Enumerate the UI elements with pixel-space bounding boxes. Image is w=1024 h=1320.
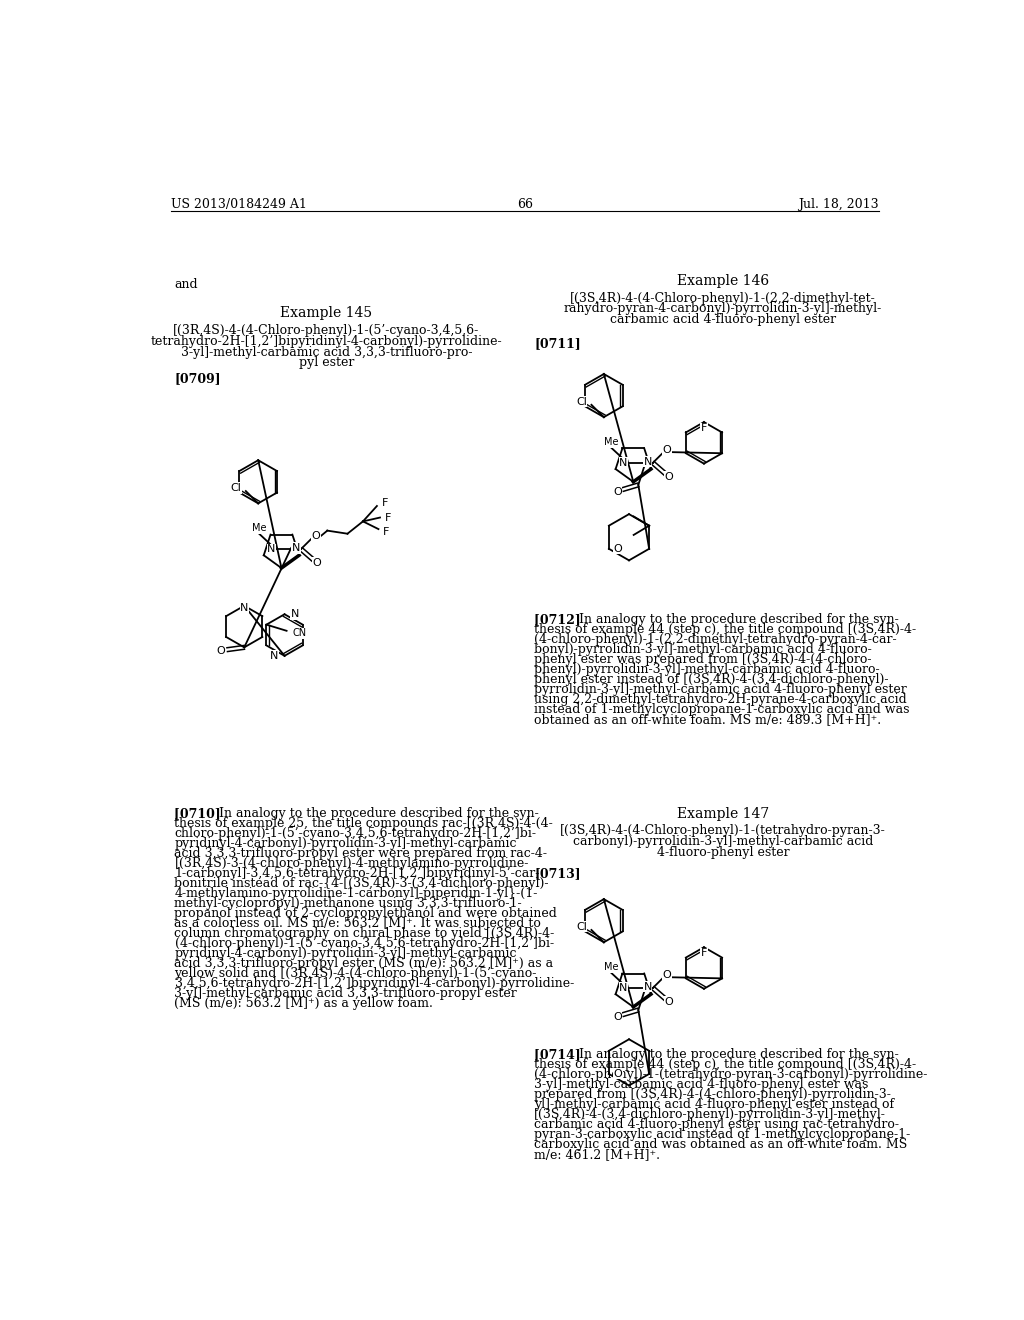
Text: O: O [613, 1012, 622, 1022]
Text: (4-chloro-phenyl)-1-(2,2-dimethyl-tetrahydro-pyran-4-car-: (4-chloro-phenyl)-1-(2,2-dimethyl-tetrah… [535, 632, 897, 645]
Text: CN: CN [293, 628, 307, 638]
Text: O: O [663, 445, 671, 455]
Text: Cl: Cl [575, 397, 587, 407]
Text: instead of 1-methylcyclopropane-1-carboxylic acid and was: instead of 1-methylcyclopropane-1-carbox… [535, 702, 909, 715]
Text: Example 145: Example 145 [281, 306, 373, 321]
Text: 3-yl]-methyl-carbamic acid 3,3,3-trifluoro-propyl ester: 3-yl]-methyl-carbamic acid 3,3,3-trifluo… [174, 987, 517, 1001]
Text: O: O [665, 471, 674, 482]
Text: propanol instead of 2-cyclopropylethanol and were obtained: propanol instead of 2-cyclopropylethanol… [174, 907, 557, 920]
Text: pyrrolidin-3-yl]-methyl-carbamic acid 4-fluoro-phenyl ester: pyrrolidin-3-yl]-methyl-carbamic acid 4-… [535, 682, 907, 696]
Text: carboxylic acid and was obtained as an off-white foam. MS: carboxylic acid and was obtained as an o… [535, 1138, 907, 1151]
Text: and: and [174, 277, 198, 290]
Text: Me: Me [252, 523, 266, 533]
Text: In analogy to the procedure described for the syn-: In analogy to the procedure described fo… [219, 807, 540, 820]
Text: 3-yl]-methyl-carbamic acid 4-fluoro-phenyl ester was: 3-yl]-methyl-carbamic acid 4-fluoro-phen… [535, 1077, 868, 1090]
Text: N: N [620, 983, 628, 993]
Text: carbonyl)-pyrrolidin-3-yl]-methyl-carbamic acid: carbonyl)-pyrrolidin-3-yl]-methyl-carbam… [573, 836, 873, 849]
Text: Jul. 18, 2013: Jul. 18, 2013 [799, 198, 879, 211]
Text: thesis of example 44 (step c), the title compound [(3S,4R)-4-: thesis of example 44 (step c), the title… [535, 1057, 916, 1071]
Text: [0711]: [0711] [535, 337, 581, 350]
Text: 1-carbonyl]-3,4,5,6-tetrahydro-2H-[1,2’]bipyridinyl-5’-car-: 1-carbonyl]-3,4,5,6-tetrahydro-2H-[1,2’]… [174, 867, 540, 880]
Text: N: N [270, 651, 279, 661]
Text: F: F [700, 948, 708, 958]
Text: N: N [643, 982, 652, 991]
Text: In analogy to the procedure described for the syn-: In analogy to the procedure described fo… [579, 1048, 899, 1061]
Text: 4-methylamino-pyrrolidine-1-carbonyl]-piperidin-1-yl}-(1-: 4-methylamino-pyrrolidine-1-carbonyl]-pi… [174, 887, 538, 900]
Text: phenyl ester instead of [(3S,4R)-4-(3,4-dichloro-phenyl)-: phenyl ester instead of [(3S,4R)-4-(3,4-… [535, 673, 889, 686]
Text: O: O [665, 997, 674, 1007]
Text: carbamic acid 4-fluoro-phenyl ester using rac-tetrahydro-: carbamic acid 4-fluoro-phenyl ester usin… [535, 1118, 899, 1131]
Text: [0714]: [0714] [535, 1048, 593, 1061]
Text: m/e: 461.2 [M+H]⁺.: m/e: 461.2 [M+H]⁺. [535, 1148, 660, 1160]
Text: pyran-3-carboxylic acid instead of 1-methylcyclopropane-1-: pyran-3-carboxylic acid instead of 1-met… [535, 1127, 910, 1140]
Text: N: N [267, 544, 275, 554]
Text: Example 147: Example 147 [677, 807, 769, 821]
Text: Cl: Cl [575, 921, 587, 932]
Text: acid 3,3,3-trifluoro-propyl ester (MS (m/e): 563.2 [M]⁺) as a: acid 3,3,3-trifluoro-propyl ester (MS (m… [174, 957, 554, 970]
Text: pyridinyl-4-carbonyl)-pyrrolidin-3-yl]-methyl-carbamic: pyridinyl-4-carbonyl)-pyrrolidin-3-yl]-m… [174, 837, 517, 850]
Text: 4-fluoro-phenyl ester: 4-fluoro-phenyl ester [656, 846, 790, 859]
Text: F: F [383, 527, 389, 537]
Text: methyl-cyclopropyl)-methanone using 3,3,3-trifluoro-1-: methyl-cyclopropyl)-methanone using 3,3,… [174, 896, 522, 909]
Text: Me: Me [604, 437, 618, 447]
Text: bonyl)-pyrrolidin-3-yl]-methyl-carbamic acid 4-fluoro-: bonyl)-pyrrolidin-3-yl]-methyl-carbamic … [535, 643, 871, 656]
Text: (MS (m/e): 563.2 [M]⁺) as a yellow foam.: (MS (m/e): 563.2 [M]⁺) as a yellow foam. [174, 997, 433, 1010]
Text: obtained as an off-white foam. MS m/e: 489.3 [M+H]⁺.: obtained as an off-white foam. MS m/e: 4… [535, 713, 882, 726]
Text: N: N [240, 603, 249, 612]
Text: In analogy to the procedure described for the syn-: In analogy to the procedure described fo… [579, 612, 899, 626]
Text: F: F [700, 424, 708, 433]
Text: chloro-phenyl)-1-(5’-cyano-3,4,5,6-tetrahydro-2H-[1,2’]bi-: chloro-phenyl)-1-(5’-cyano-3,4,5,6-tetra… [174, 826, 537, 840]
Text: [(3S,4R)-4-(4-Chloro-phenyl)-1-(2,2-dimethyl-tet-: [(3S,4R)-4-(4-Chloro-phenyl)-1-(2,2-dime… [570, 292, 877, 305]
Text: [0713]: [0713] [535, 867, 581, 880]
Text: 66: 66 [517, 198, 532, 211]
Text: thesis of example 25, the title compounds rac-[(3R,4S)-4-(4-: thesis of example 25, the title compound… [174, 817, 553, 830]
Text: O: O [613, 1069, 623, 1078]
Text: N: N [620, 458, 628, 467]
Text: (4-chloro-phenyl)-1-(5’-cyano-3,4,5,6-tetrahydro-2H-[1,2’]bi-: (4-chloro-phenyl)-1-(5’-cyano-3,4,5,6-te… [174, 937, 554, 950]
Text: as a colorless oil. MS m/e: 563.2 [M]⁺. It was subjected to: as a colorless oil. MS m/e: 563.2 [M]⁺. … [174, 917, 542, 929]
Text: O: O [311, 531, 321, 541]
Text: phenyl)-pyrrolidin-3-yl]-methyl-carbamic acid 4-fluoro-: phenyl)-pyrrolidin-3-yl]-methyl-carbamic… [535, 663, 880, 676]
Text: yellow solid and [(3R,4S)-4-(4-chloro-phenyl)-1-(5’-cyano-: yellow solid and [(3R,4S)-4-(4-chloro-ph… [174, 966, 537, 979]
Text: US 2013/0184249 A1: US 2013/0184249 A1 [171, 198, 306, 211]
Text: O: O [663, 970, 671, 979]
Text: [(3S,4R)-4-(4-Chloro-phenyl)-1-(tetrahydro-pyran-3-: [(3S,4R)-4-(4-Chloro-phenyl)-1-(tetrahyd… [560, 825, 886, 837]
Text: [0712]: [0712] [535, 612, 593, 626]
Text: Me: Me [604, 962, 618, 973]
Text: N: N [291, 610, 299, 619]
Text: tetrahydro-2H-[1,2’]bipyridinyl-4-carbonyl)-pyrrolidine-: tetrahydro-2H-[1,2’]bipyridinyl-4-carbon… [151, 335, 502, 347]
Text: F: F [385, 512, 391, 523]
Text: 3,4,5,6-tetrahydro-2H-[1,2’]bipyridinyl-4-carbonyl)-pyrrolidine-: 3,4,5,6-tetrahydro-2H-[1,2’]bipyridinyl-… [174, 977, 573, 990]
Text: pyl ester: pyl ester [299, 356, 354, 370]
Text: phenyl ester was prepared from [(3S,4R)-4-(4-chloro-: phenyl ester was prepared from [(3S,4R)-… [535, 653, 871, 665]
Text: carbamic acid 4-fluoro-phenyl ester: carbamic acid 4-fluoro-phenyl ester [610, 313, 837, 326]
Text: Cl: Cl [230, 483, 241, 492]
Text: F: F [382, 498, 388, 508]
Text: acid 3,3,3-trifluoro-propyl ester were prepared from rac-4-: acid 3,3,3-trifluoro-propyl ester were p… [174, 847, 548, 859]
Text: N: N [643, 457, 652, 467]
Text: [0709]: [0709] [174, 372, 221, 384]
Text: O: O [613, 487, 622, 496]
Text: using 2,2-dimethyl-tetrahydro-2H-pyrane-4-carboxylic acid: using 2,2-dimethyl-tetrahydro-2H-pyrane-… [535, 693, 907, 706]
Text: [(3R,4S)-3-(4-chloro-phenyl)-4-methylamino-pyrrolidine-: [(3R,4S)-3-(4-chloro-phenyl)-4-methylami… [174, 857, 528, 870]
Text: bonitrile instead of rac-{4-[(3S,4R)-3-(3,4-dichloro-phenyl)-: bonitrile instead of rac-{4-[(3S,4R)-3-(… [174, 876, 549, 890]
Text: prepared from [(3S,4R)-4-(4-chloro-phenyl)-pyrrolidin-3-: prepared from [(3S,4R)-4-(4-chloro-pheny… [535, 1088, 891, 1101]
Text: N: N [292, 543, 300, 553]
Text: [(3S,4R)-4-(3,4-dichloro-phenyl)-pyrrolidin-3-yl]-methyl-: [(3S,4R)-4-(3,4-dichloro-phenyl)-pyrroli… [535, 1107, 886, 1121]
Text: Example 146: Example 146 [677, 275, 769, 288]
Text: thesis of example 44 (step c), the title compound [(3S,4R)-4-: thesis of example 44 (step c), the title… [535, 623, 916, 636]
Text: [(3R,4S)-4-(4-Chloro-phenyl)-1-(5’-cyano-3,4,5,6-: [(3R,4S)-4-(4-Chloro-phenyl)-1-(5’-cyano… [173, 323, 479, 337]
Text: O: O [313, 558, 322, 568]
Text: pyridinyl-4-carbonyl)-pyrrolidin-3-yl]-methyl-carbamic: pyridinyl-4-carbonyl)-pyrrolidin-3-yl]-m… [174, 946, 517, 960]
Text: rahydro-pyran-4-carbonyl)-pyrrolidin-3-yl]-methyl-: rahydro-pyran-4-carbonyl)-pyrrolidin-3-y… [564, 302, 883, 315]
Text: O: O [613, 544, 623, 554]
Text: 3-yl]-methyl-carbamic acid 3,3,3-trifluoro-pro-: 3-yl]-methyl-carbamic acid 3,3,3-trifluo… [180, 346, 472, 359]
Text: O: O [217, 647, 225, 656]
Text: (4-chloro-phenyl)-1-(tetrahydro-pyran-3-carbonyl)-pyrrolidine-: (4-chloro-phenyl)-1-(tetrahydro-pyran-3-… [535, 1068, 928, 1081]
Text: yl]-methyl-carbamic acid 4-fluoro-phenyl ester instead of: yl]-methyl-carbamic acid 4-fluoro-phenyl… [535, 1098, 894, 1111]
Text: column chromatography on chiral phase to yield [(3S,4R)-4-: column chromatography on chiral phase to… [174, 927, 555, 940]
Text: [0710]: [0710] [174, 807, 233, 820]
